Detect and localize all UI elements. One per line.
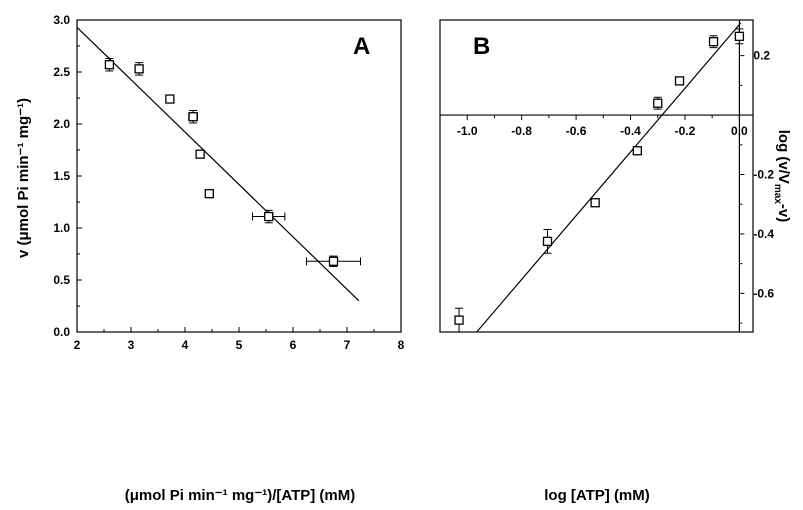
data-point	[674, 76, 685, 86]
x-tick-label: 6	[290, 338, 297, 352]
panel-b-y-label-sub: max	[772, 184, 783, 204]
panel-a-label: A	[353, 33, 370, 60]
data-point	[653, 98, 663, 108]
y-tick-label: 1.0	[53, 221, 70, 235]
panel-b-y-label-main: log (v/V	[775, 130, 792, 184]
y-tick-label: 1.5	[53, 169, 70, 183]
y-tick-label: -0.6	[753, 286, 774, 300]
y-tick-label: 0.5	[53, 273, 70, 287]
x-tick-label: 0.0	[731, 124, 748, 138]
panel-a-ticks: 2 3 4 5 6 7 8 0.0 0.5 1.0 1.5 2.0 2.5 3.0	[53, 13, 404, 352]
data-point	[632, 146, 642, 156]
x-tick-label: -0.8	[511, 124, 532, 138]
data-point	[188, 112, 198, 122]
data-point	[264, 211, 274, 222]
panel-b-fit	[476, 22, 742, 333]
data-point	[328, 256, 339, 266]
panel-a-fit	[76, 26, 360, 302]
panel-a-frame	[76, 19, 402, 333]
y-tick-label: 0.2	[753, 49, 770, 63]
x-tick-label: -1.0	[457, 124, 478, 138]
panel-b-y-axis-label: log (v/Vmax-v)	[772, 130, 792, 223]
fit-line	[76, 26, 360, 302]
x-tick-label: -0.2	[675, 124, 696, 138]
data-point	[134, 64, 144, 74]
panel-a-marks	[104, 57, 361, 267]
data-point	[708, 37, 719, 47]
data-point	[165, 94, 175, 104]
panel-b-ticks: -1.0 -0.8 -0.6 -0.4 -0.2 0.0 0.2 -0.2 -0.4 -0.6	[457, 49, 774, 324]
x-tick-label: -0.6	[566, 124, 587, 138]
x-tick-label: 5	[236, 338, 243, 352]
panel-a-y-axis-label: v (μmol Pi min⁻¹ mg⁻¹)	[15, 98, 32, 258]
x-tick-label: 8	[398, 338, 405, 352]
data-point	[590, 198, 600, 208]
y-tick-label: -0.2	[753, 168, 774, 182]
x-tick-label: 7	[344, 338, 351, 352]
y-tick-label: 0.0	[53, 325, 70, 339]
y-tick-label: 3.0	[53, 13, 70, 27]
panel-b-x-axis-label: log [ATP] (mM)	[544, 487, 650, 504]
data-point	[104, 60, 115, 70]
y-tick-label: 2.5	[53, 65, 70, 79]
panel-a-x-axis-label: (μmol Pi min⁻¹ mg⁻¹)/[ATP] (mM)	[125, 487, 356, 504]
data-point	[734, 31, 745, 41]
x-tick-label: 4	[182, 338, 189, 352]
data-point	[204, 189, 214, 199]
y-tick-label: -0.4	[753, 227, 774, 241]
data-point	[195, 149, 205, 159]
panel-b-y-label-tail: -v)	[775, 204, 792, 222]
panel-b-marks	[454, 28, 745, 333]
x-tick-label: 3	[128, 338, 135, 352]
x-tick-label: -0.4	[620, 124, 641, 138]
panel-a: 2 3 4 5 6 7 8 0.0 0.5 1.0 1.5 2.0 2.5 3.0 A (μmol Pi …	[15, 13, 405, 504]
panel-b: -1.0 -0.8 -0.6 -0.4 -0.2 0.0 0.2 -0.2 -0.4 -0.6 B…	[439, 19, 792, 504]
fit-line	[476, 22, 742, 333]
data-point	[454, 315, 464, 325]
data-point	[542, 236, 553, 247]
y-tick-label: 2.0	[53, 117, 70, 131]
panel-b-center-axes	[440, 20, 753, 332]
x-tick-label: 2	[74, 338, 81, 352]
panel-b-frame	[439, 19, 754, 333]
panel-b-label: B	[473, 33, 490, 60]
